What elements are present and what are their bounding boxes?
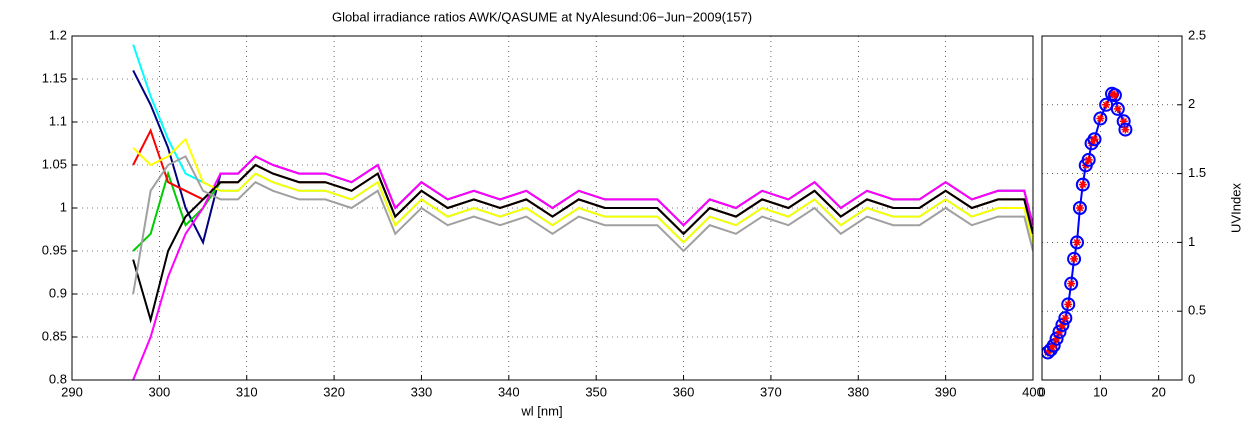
point-star xyxy=(1043,348,1052,357)
series-line xyxy=(132,155,1033,380)
point-circle xyxy=(1099,97,1114,112)
point-circle xyxy=(1055,317,1070,332)
point-star xyxy=(1084,155,1093,164)
x-tick-label: 340 xyxy=(498,384,520,399)
point-star xyxy=(1064,300,1073,309)
point-circle xyxy=(1061,297,1076,312)
y-tick-label: 0.9 xyxy=(49,285,67,300)
x-tick-label: 380 xyxy=(847,384,869,399)
x-tick-label: 300 xyxy=(149,384,171,399)
series-line xyxy=(132,163,1033,324)
x-tick-label: 390 xyxy=(935,384,957,399)
point-star xyxy=(1073,238,1081,247)
x-tick-label: 350 xyxy=(585,384,607,399)
axes-frame xyxy=(1041,35,1183,381)
x-tick-label: 330 xyxy=(411,384,433,399)
y-axis-label: UVIndex xyxy=(1228,183,1243,233)
plot-area xyxy=(1042,86,1133,360)
point-star xyxy=(1061,314,1070,323)
point-circle xyxy=(1052,324,1067,339)
x-tick-label: 400 xyxy=(1022,384,1044,399)
series-line xyxy=(132,137,1033,244)
point-circle xyxy=(1070,235,1084,250)
point-star xyxy=(1055,327,1064,336)
x-tick-label: 0 xyxy=(1038,384,1045,399)
point-star xyxy=(1108,89,1116,98)
x-tick-label: 290 xyxy=(61,384,83,399)
y-tick-label: 0.95 xyxy=(42,242,67,257)
point-star xyxy=(1090,135,1099,144)
y-tick-label: 2.5 xyxy=(1188,27,1206,42)
point-circle xyxy=(1118,122,1133,137)
point-star xyxy=(1102,100,1111,109)
y-tick-label: 2 xyxy=(1188,96,1195,111)
y-tick-label: 0.85 xyxy=(42,328,67,343)
chart-title: Global irradiance ratios AWK/QASUME at N… xyxy=(332,9,752,24)
y-tick-label: 0.8 xyxy=(49,371,67,386)
x-tick-label: 10 xyxy=(1093,384,1107,399)
point-star xyxy=(1078,180,1087,189)
y-tick-label: 1.5 xyxy=(1188,165,1206,180)
point-circle xyxy=(1058,311,1073,326)
y-tick-label: 1.1 xyxy=(49,113,67,128)
x-tick-label: 360 xyxy=(673,384,695,399)
point-star xyxy=(1049,341,1058,350)
point-circle xyxy=(1072,201,1087,215)
point-circle xyxy=(1093,111,1108,126)
x-tick-label: 370 xyxy=(760,384,782,399)
axes-frame xyxy=(71,35,1034,381)
point-star xyxy=(1070,254,1079,263)
point-star xyxy=(1075,204,1084,212)
y-tick-label: 1 xyxy=(60,199,67,214)
y-tick-label: 1.15 xyxy=(42,70,67,85)
point-star xyxy=(1052,334,1061,343)
series-line xyxy=(132,155,1033,295)
point-circle xyxy=(1081,152,1096,167)
x-axis-label: wl [nm] xyxy=(520,403,562,418)
point-circle xyxy=(1087,132,1102,147)
point-circle xyxy=(1046,338,1061,353)
point-star xyxy=(1121,125,1130,134)
point-star xyxy=(1113,104,1122,113)
y-tick-label: 0 xyxy=(1188,371,1195,386)
x-tick-label: 320 xyxy=(323,384,345,399)
point-star xyxy=(1110,91,1119,100)
x-tick-label: 310 xyxy=(236,384,258,399)
point-circle xyxy=(1064,276,1079,291)
plot-area xyxy=(132,44,1033,380)
point-circle xyxy=(1067,251,1082,266)
point-circle xyxy=(1110,101,1125,116)
point-circle xyxy=(1075,177,1090,192)
point-star xyxy=(1067,279,1076,288)
y-tick-label: 1.05 xyxy=(42,156,67,171)
point-circle xyxy=(1107,88,1122,103)
point-star xyxy=(1058,320,1067,329)
x-tick-label: 20 xyxy=(1151,384,1165,399)
point-circle xyxy=(1049,331,1064,346)
y-tick-label: 0.5 xyxy=(1188,303,1206,318)
point-star xyxy=(1119,117,1128,126)
y-tick-label: 1 xyxy=(1188,234,1195,249)
point-star xyxy=(1096,114,1105,123)
y-tick-label: 1.2 xyxy=(49,27,67,42)
